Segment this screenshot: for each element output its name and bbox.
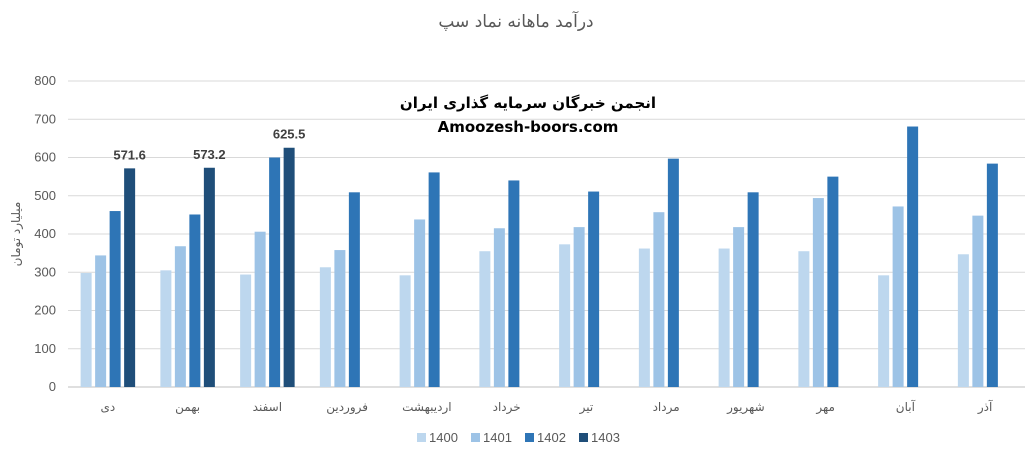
y-tick-label: 500	[34, 188, 56, 203]
y-tick-label: 0	[49, 379, 56, 394]
x-category-label: خرداد	[493, 400, 521, 415]
y-tick-label: 700	[34, 111, 56, 126]
bar-1400	[399, 275, 411, 387]
bar-1400	[957, 254, 969, 387]
bar-1400	[638, 248, 650, 387]
bar-1401	[254, 231, 266, 387]
legend-label: 1402	[537, 430, 566, 445]
bar-1402	[508, 180, 520, 387]
legend-label: 1400	[429, 430, 458, 445]
bar-1403	[283, 147, 295, 387]
bar-1402	[667, 158, 679, 387]
bar-1400	[479, 251, 491, 387]
y-tick-label: 300	[34, 264, 56, 279]
bar-1402	[428, 172, 440, 387]
bar-1402	[269, 157, 281, 387]
y-tick-label: 800	[34, 73, 56, 88]
data-label: 625.5	[273, 127, 306, 142]
watermark-line-1: انجمن خبرگان سرمایه گذاری ایران	[400, 94, 656, 112]
legend-swatch	[417, 433, 426, 442]
bar-1402	[827, 176, 839, 387]
bar-1402	[986, 163, 998, 387]
y-axis-ticks: 0 100 200 300 400 500 600 700 800	[34, 73, 56, 394]
watermark-line-2: Amoozesh-boors.com	[438, 118, 619, 136]
bar-1400	[878, 275, 890, 387]
legend-label: 1401	[483, 430, 512, 445]
x-category-label: اسفند	[253, 400, 282, 414]
y-axis-label: میلیارد تومان	[9, 202, 24, 267]
bar-1402	[907, 126, 919, 387]
legend: 1400 1401 1402 1403	[417, 430, 620, 445]
bar-1401	[972, 215, 984, 387]
bar-1401	[174, 246, 186, 387]
bar-1403	[203, 167, 215, 387]
bar-1400	[160, 270, 172, 387]
bar-1400	[559, 244, 571, 387]
data-labels: 571.6 573.2 625.5	[113, 127, 305, 163]
bar-1400	[319, 267, 331, 387]
legend-swatch	[471, 433, 480, 442]
gridlines	[68, 80, 1025, 388]
legend-swatch	[579, 433, 588, 442]
bar-1402	[588, 191, 600, 387]
bar-1401	[733, 227, 745, 387]
x-category-label: اردیبهشت	[402, 400, 451, 415]
bar-1402	[747, 192, 759, 387]
bar-1402	[189, 214, 201, 387]
bar-1402	[348, 192, 360, 387]
bar-1400	[798, 251, 810, 387]
bar-1400	[80, 273, 92, 387]
x-category-label: دی	[101, 400, 116, 414]
bar-1401	[812, 198, 824, 387]
y-tick-label: 400	[34, 226, 56, 241]
x-category-label: فروردین	[326, 400, 368, 415]
x-category-label: تیر	[579, 400, 594, 415]
bar-1401	[493, 228, 505, 387]
x-category-label: مرداد	[653, 400, 680, 415]
legend-label: 1403	[591, 430, 620, 445]
bar-1401	[573, 227, 585, 387]
bar-1401	[653, 212, 665, 387]
x-category-label: آبان	[896, 399, 916, 414]
y-tick-label: 200	[34, 303, 56, 318]
bar-1401	[334, 250, 346, 387]
y-tick-label: 100	[34, 341, 56, 356]
bar-1401	[95, 255, 107, 387]
legend-swatch	[525, 433, 534, 442]
x-category-label: مهر	[815, 400, 835, 415]
data-label: 571.6	[113, 147, 146, 162]
bar-1402	[109, 211, 121, 387]
y-tick-label: 600	[34, 150, 56, 165]
x-category-label: بهمن	[175, 400, 200, 415]
data-label: 573.2	[193, 147, 226, 162]
bar-1403	[124, 168, 136, 387]
x-category-label: آذر	[977, 399, 993, 415]
bars	[80, 126, 998, 387]
bar-1401	[414, 219, 426, 387]
x-axis-categories: دی بهمن اسفند فروردین اردیبهشت خرداد تیر مرداد ش…	[101, 399, 994, 415]
chart-title: درآمد ماهانه نماد سپ	[438, 10, 593, 32]
bar-1401	[892, 206, 904, 387]
bar-1400	[240, 274, 252, 387]
x-category-label: شهریور	[726, 400, 765, 415]
bar-1400	[718, 248, 730, 387]
